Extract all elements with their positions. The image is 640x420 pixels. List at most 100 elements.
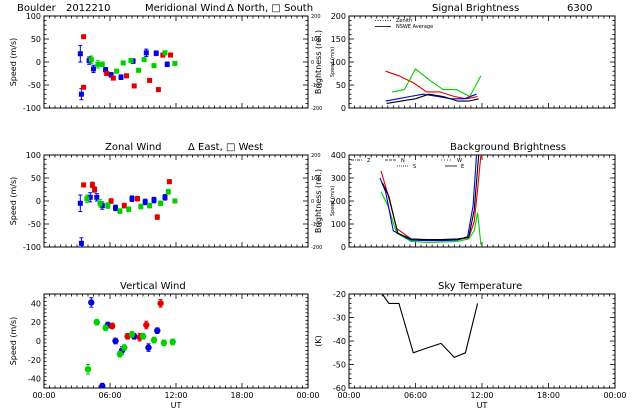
blue-point	[118, 74, 124, 80]
blue-point	[154, 327, 161, 334]
green-point	[93, 319, 101, 326]
red-point	[104, 71, 110, 76]
red-point	[121, 203, 127, 209]
x-tick-label: 00:00	[32, 391, 55, 400]
y2-tick-label: 0	[311, 199, 314, 205]
x-tick-label: 12:00	[470, 391, 493, 400]
red-point	[143, 321, 150, 329]
blue-point	[145, 344, 152, 351]
y-tick-label: -50	[28, 220, 41, 229]
y2-axis-label: Speed (m/s)	[330, 186, 336, 216]
x-tick-label: 06:00	[98, 391, 121, 400]
green-point	[139, 333, 147, 340]
green-point	[150, 336, 158, 344]
y2-tick-label: 200	[311, 153, 321, 159]
plot-data	[77, 179, 178, 247]
y-tick-label: 100	[26, 151, 41, 160]
black-series-line	[381, 155, 480, 241]
y-axis-label: Speed (m/s)	[9, 317, 18, 366]
y-axis-label: Brightness (rel.)	[314, 169, 323, 233]
blue-series-line	[379, 155, 478, 242]
green-point	[165, 189, 171, 195]
red-point	[81, 182, 87, 188]
site-name: Boulder	[17, 3, 57, 14]
y-tick-label: 100	[26, 12, 41, 21]
chart-title: Sky Temperature	[438, 281, 522, 292]
plot-frame	[43, 293, 309, 389]
y-tick-label: -50	[333, 361, 346, 370]
blue-point	[99, 382, 106, 388]
green-point	[121, 344, 128, 351]
y2-tick-label: 100	[311, 176, 321, 182]
zonal-wind-panel: -100 -50 0 50 100 -200 -100 0 100 200 Speed (m/s) S…	[9, 142, 336, 252]
y2-axis-label: Speed (m/s)	[330, 47, 336, 77]
plot-data	[379, 155, 482, 245]
y-tick-label: 150	[331, 35, 346, 44]
green-point	[162, 50, 168, 56]
blue-point	[91, 66, 96, 72]
green-point	[114, 68, 120, 74]
y-tick-label: -40	[28, 375, 41, 384]
chart-title: Vertical Wind	[120, 281, 186, 292]
blue-point	[78, 240, 84, 246]
x-tick-label: 00:00	[296, 391, 319, 400]
plot-frame	[348, 293, 616, 389]
red-point	[81, 34, 87, 40]
plot-frame	[348, 154, 616, 248]
chart-title: Zonal Wind	[105, 142, 162, 153]
blue-point	[94, 194, 100, 200]
y-tick-label: 300	[331, 174, 346, 183]
black-series-line	[386, 93, 479, 104]
y2-tick-label: -100	[311, 83, 322, 89]
chart-title: Background Brightness	[450, 142, 566, 153]
plot-data	[84, 297, 176, 388]
blue-point	[142, 199, 148, 205]
date-code: 2012210	[66, 3, 111, 14]
y-tick-label: -30	[333, 314, 346, 323]
y-tick-label: -20	[333, 290, 346, 299]
blue-point	[164, 61, 170, 67]
plot-data	[385, 68, 482, 104]
y2-tick-label: 200	[311, 14, 321, 20]
y-tick-label: 0	[341, 243, 346, 252]
blue-point	[78, 91, 84, 97]
blue-point	[88, 299, 95, 306]
blue-point	[77, 200, 83, 206]
green-point	[138, 204, 144, 210]
y-axis-label: Speed (m/s)	[9, 177, 18, 226]
red-point	[157, 300, 164, 307]
y-tick-label: 20	[31, 318, 41, 327]
y-tick-label: -20	[28, 356, 41, 365]
legend-label: NSWE Average	[396, 24, 433, 30]
y2-tick-label: 0	[311, 60, 314, 66]
red-point	[124, 73, 129, 79]
y-tick-label: 0	[36, 58, 41, 67]
y2-tick-label: 100	[311, 37, 321, 43]
black-series-line	[381, 294, 479, 359]
blue-point	[153, 50, 159, 56]
red-point	[131, 83, 137, 89]
y-tick-label: 50	[31, 174, 41, 183]
y-axis-label: Brightness (rel.)	[314, 30, 323, 94]
legend-label: N	[401, 158, 405, 164]
chart-title: Meridional Wind	[145, 3, 225, 14]
meridional-wind-panel: -100 -50 0 50 100 -200 -100 0 100 200 Speed (m/s) S…	[9, 3, 336, 113]
green-point	[116, 350, 124, 358]
background-brightness-panel: 0 100 200 300 400 Brightness (rel.) Background…	[314, 142, 616, 252]
green-point	[160, 339, 168, 347]
x-tick-label: 18:00	[537, 391, 560, 400]
green-point	[117, 208, 123, 214]
green-point	[88, 57, 94, 63]
y-tick-label: 40	[31, 299, 41, 308]
green-point	[128, 58, 134, 64]
chart-legend-text: Δ North, □ South	[227, 3, 313, 14]
x-tick-label: 00:00	[337, 391, 360, 400]
red-point	[147, 77, 153, 83]
red-point	[81, 84, 87, 90]
y2-tick-label: -100	[311, 222, 322, 228]
blue-point	[113, 205, 118, 211]
y-tick-label: 100	[331, 58, 346, 67]
chart-legend-text: Δ East, □ West	[188, 142, 263, 153]
red-point	[168, 52, 173, 58]
